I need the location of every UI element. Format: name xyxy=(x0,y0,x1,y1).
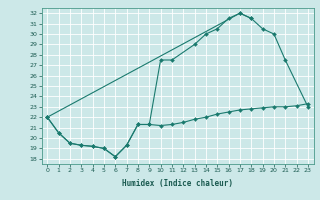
X-axis label: Humidex (Indice chaleur): Humidex (Indice chaleur) xyxy=(122,179,233,188)
